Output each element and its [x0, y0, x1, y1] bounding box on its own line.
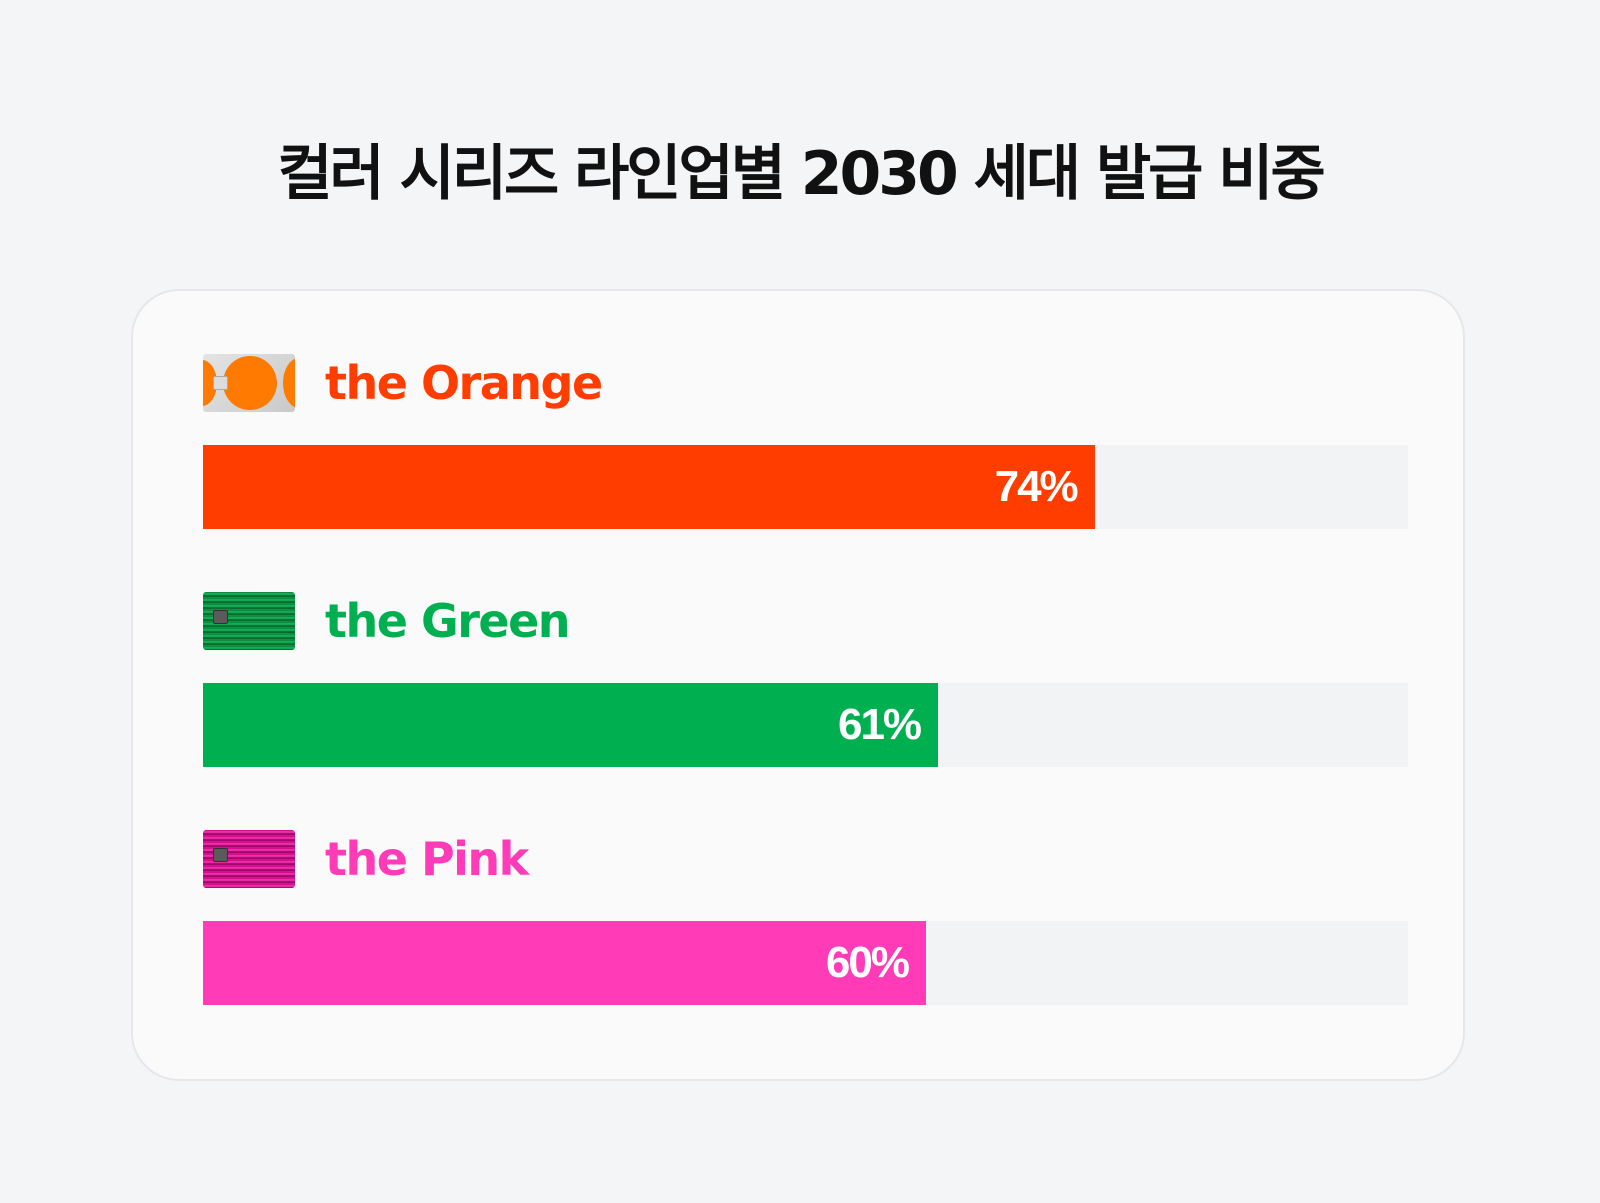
orange-card-icon [203, 354, 295, 412]
bar-label: the Pink [325, 832, 529, 886]
bar-value-label: 61% [837, 700, 922, 749]
bar-fill: 61% [203, 683, 939, 767]
pink-card-icon [203, 830, 295, 888]
bar-row-pink: the Pink 60% [203, 829, 1408, 1005]
chart-title: 컬러 시리즈 라인업별 2030 세대 발급 비중 [277, 139, 1325, 209]
bar-row-green: the Green 61% [203, 591, 1408, 767]
bar-value-label: 74% [994, 462, 1079, 511]
bar-row-orange: the Orange 74% [203, 353, 1408, 529]
bar-fill: 74% [203, 445, 1095, 529]
bar-track: 61% [203, 683, 1408, 767]
bar-fill: 60% [203, 921, 926, 1005]
bar-value-label: 60% [825, 938, 910, 987]
bar-track: 74% [203, 445, 1408, 529]
green-card-icon [203, 592, 295, 650]
bar-label: the Green [325, 594, 571, 648]
bar-track: 60% [203, 921, 1408, 1005]
bar-label: the Orange [325, 356, 603, 410]
chart-panel: the Orange 74% the Green 61% the Pink [131, 289, 1465, 1081]
